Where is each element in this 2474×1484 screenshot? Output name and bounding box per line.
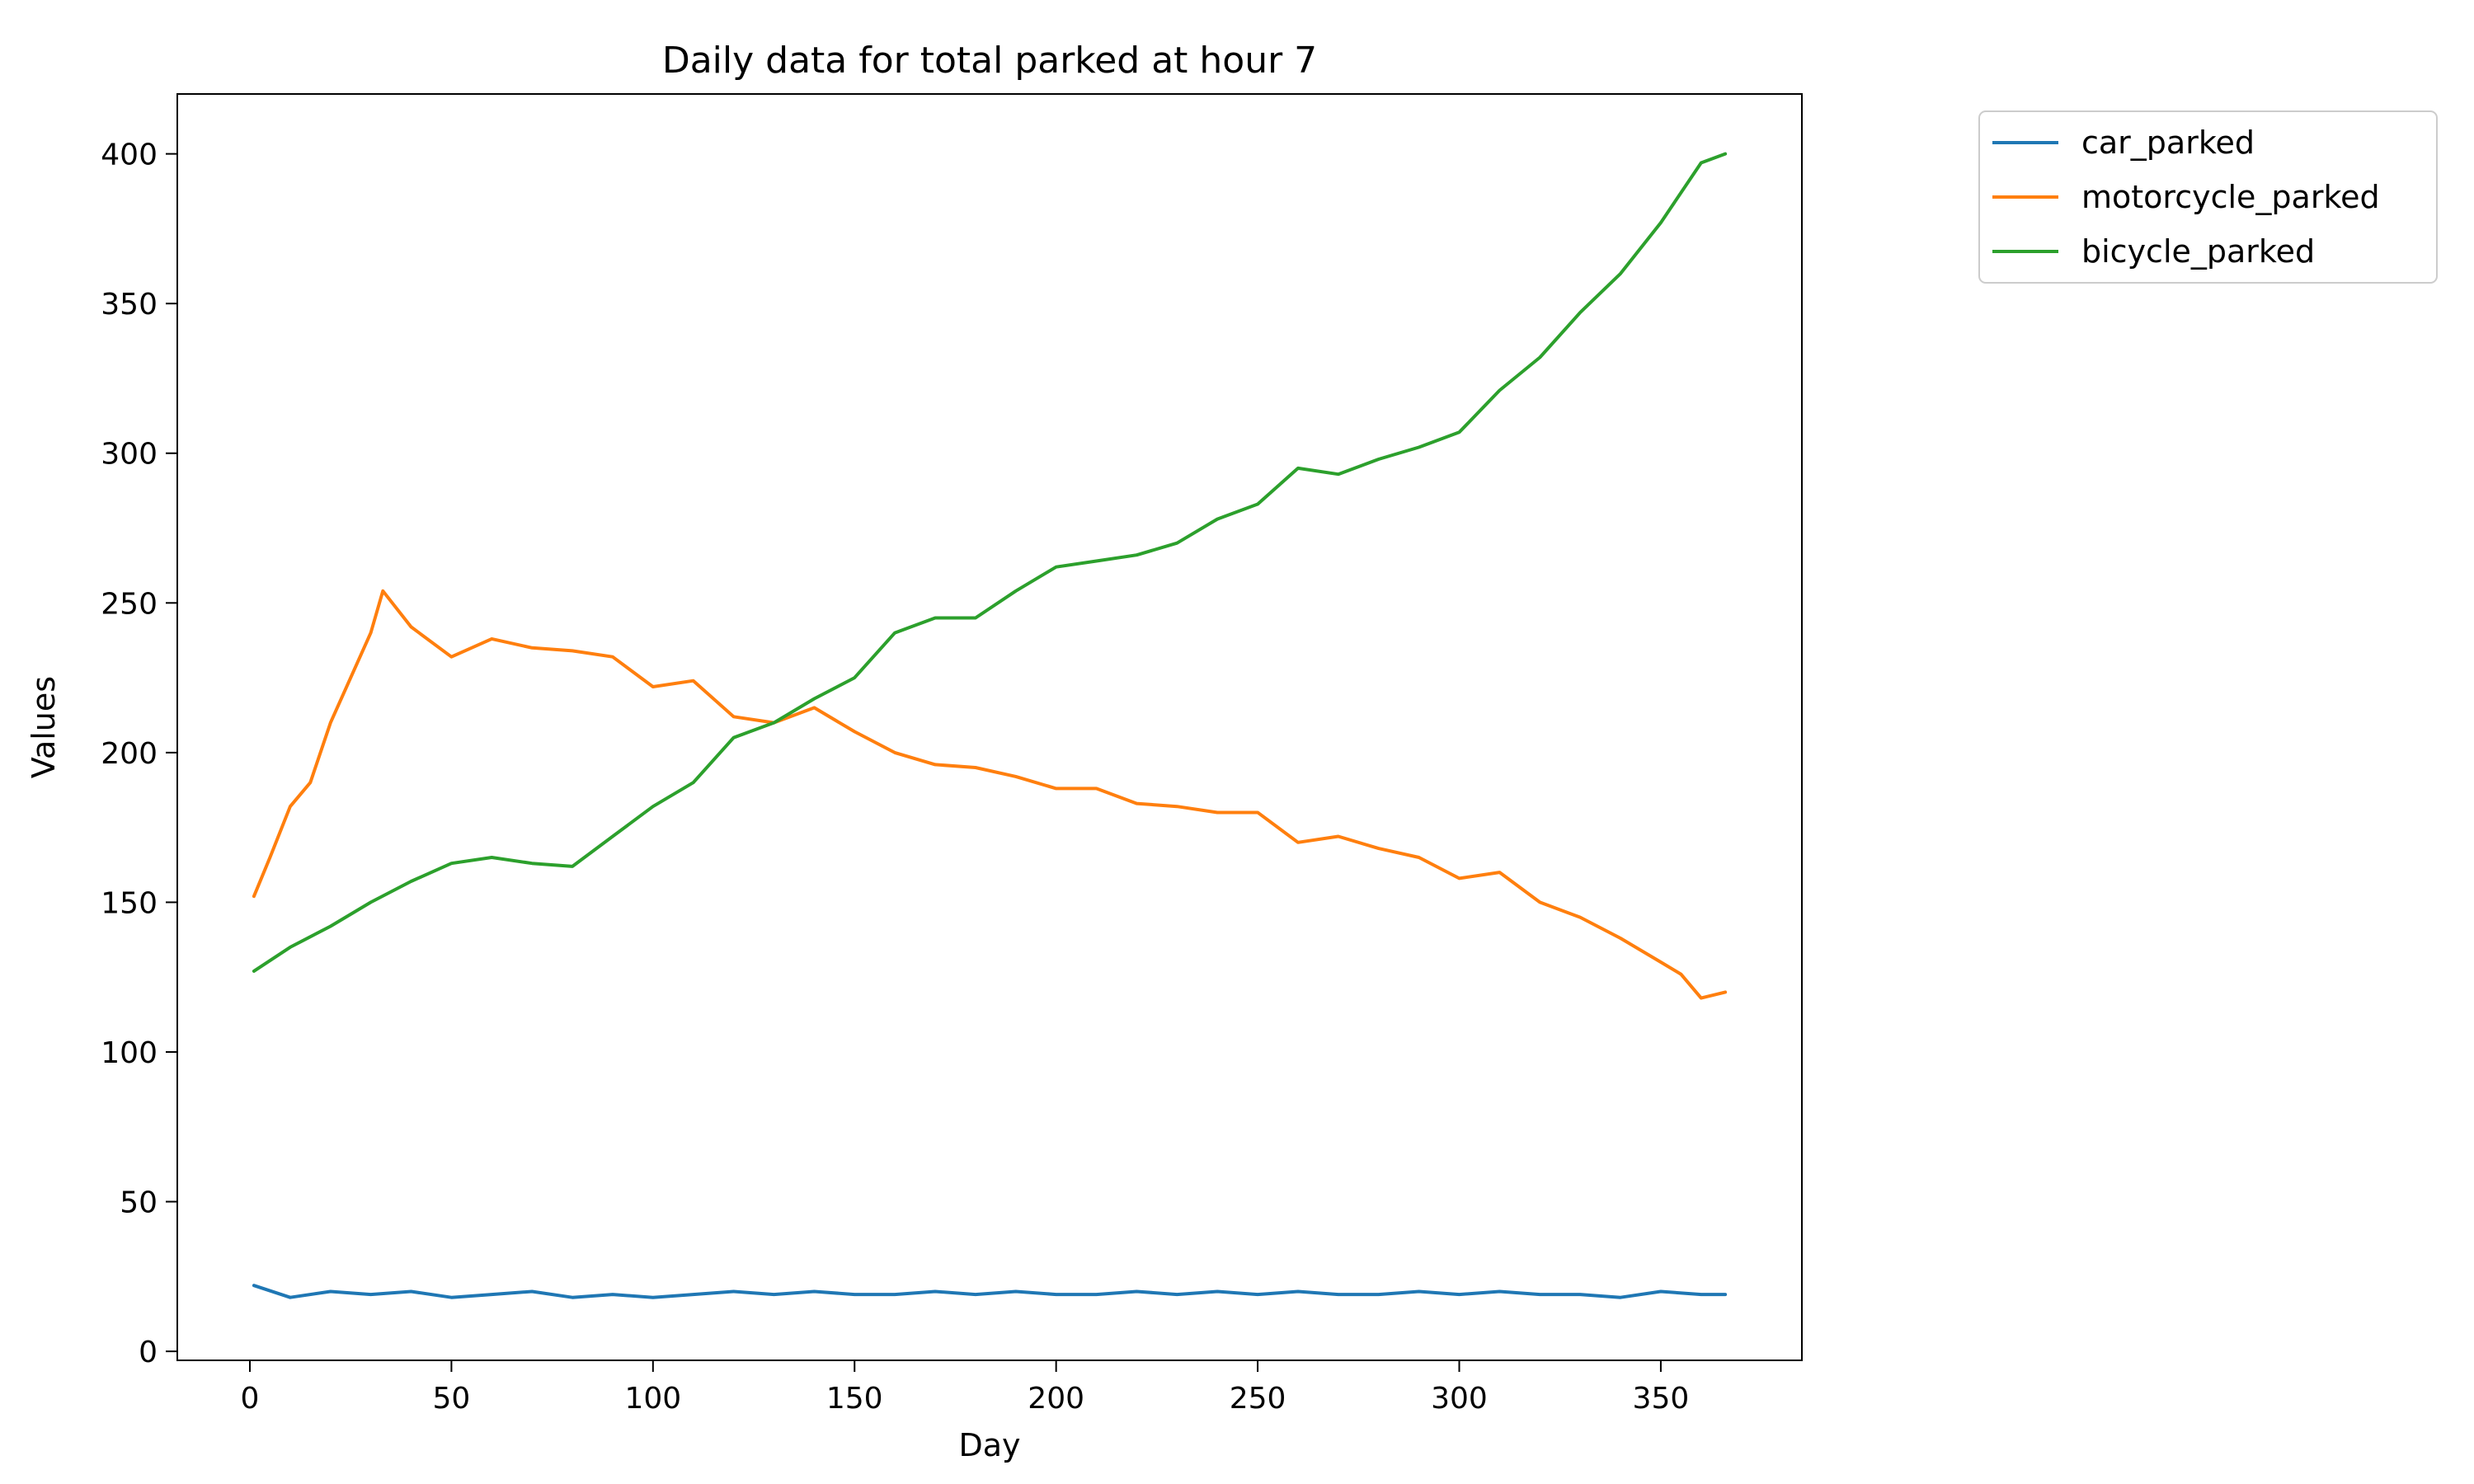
x-tick-label: 200 bbox=[1028, 1382, 1084, 1416]
chart-title: Daily data for total parked at hour 7 bbox=[662, 40, 1317, 82]
x-tick-label: 350 bbox=[1633, 1382, 1690, 1416]
legend-box bbox=[1978, 110, 2438, 284]
y-tick-label: 200 bbox=[101, 737, 158, 771]
y-tick-label: 350 bbox=[101, 288, 158, 322]
y-tick-label: 100 bbox=[101, 1036, 158, 1070]
series-lines bbox=[252, 152, 1728, 1299]
plot-area bbox=[176, 93, 1803, 1361]
x-tick-label: 50 bbox=[433, 1382, 471, 1416]
y-tick-label: 400 bbox=[101, 139, 158, 172]
series-line-bicycle_parked bbox=[252, 152, 1728, 973]
series-line-motorcycle_parked bbox=[252, 589, 1728, 1000]
y-tick-label: 50 bbox=[120, 1186, 158, 1220]
x-tick-label: 150 bbox=[826, 1382, 883, 1416]
x-axis-label: Day bbox=[958, 1427, 1020, 1463]
x-tick-label: 0 bbox=[241, 1382, 260, 1416]
y-tick-label: 300 bbox=[101, 438, 158, 472]
x-axis: 0 50 100 150 200 250 300 350 bbox=[241, 1360, 1690, 1416]
x-tick-label: 100 bbox=[624, 1382, 681, 1416]
y-axis-label: Values bbox=[26, 676, 62, 778]
y-tick-label: 0 bbox=[139, 1336, 158, 1369]
legend: car_parked motorcycle_parked bicycle_parke… bbox=[1978, 110, 2438, 284]
legend-entry: car_parked bbox=[2081, 124, 2255, 161]
x-tick-label: 250 bbox=[1230, 1382, 1286, 1416]
y-tick-label: 150 bbox=[101, 886, 158, 920]
y-axis: 0 50 100 150 200 250 300 350 400 bbox=[101, 139, 177, 1369]
y-tick-label: 250 bbox=[101, 587, 158, 621]
x-tick-label: 300 bbox=[1431, 1382, 1488, 1416]
legend-entry: motorcycle_parked bbox=[2081, 179, 2380, 215]
legend-entry: bicycle_parked bbox=[2081, 233, 2315, 270]
series-line-car_parked bbox=[252, 1284, 1728, 1299]
